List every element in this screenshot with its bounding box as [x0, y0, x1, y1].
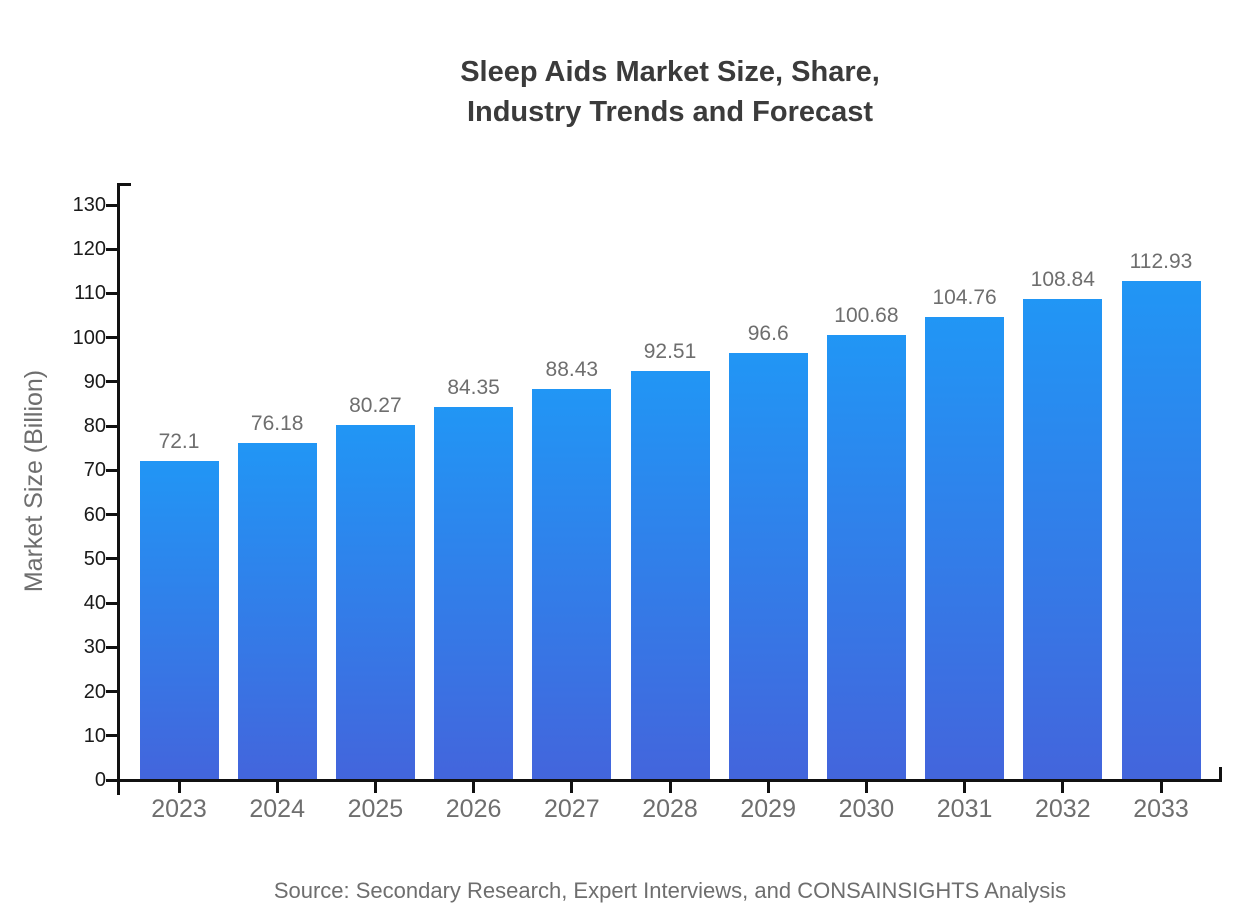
y-tick: [106, 513, 118, 517]
y-tick: [106, 468, 118, 472]
x-tick-label: 2025: [347, 795, 404, 823]
bar-value-label: 92.51: [643, 339, 697, 363]
bar-2028: [630, 370, 710, 780]
bar-value-label: 88.43: [545, 357, 599, 381]
x-tick-label: 2033: [1133, 795, 1189, 823]
bar-2032: [1023, 298, 1103, 780]
x-axis-end-cap: [1219, 766, 1222, 782]
x-tick: [177, 780, 181, 793]
x-tick: [472, 780, 476, 793]
x-tick: [570, 780, 574, 793]
y-axis-end-cap: [116, 183, 131, 186]
bar-2026: [434, 406, 514, 780]
y-tick-label: 110: [74, 282, 106, 305]
y-tick-label: 0: [94, 769, 106, 791]
y-tick: [106, 690, 118, 694]
bar-2024: [237, 443, 317, 780]
y-tick: [106, 734, 118, 738]
y-tick-label: 80: [83, 415, 106, 438]
bar-2025: [335, 424, 415, 780]
x-tick: [766, 780, 770, 793]
y-tick-label: 60: [83, 503, 106, 526]
x-tick: [668, 780, 672, 793]
y-tick-label: 10: [83, 724, 106, 747]
y-axis-title: Market Size (Billion): [20, 369, 48, 593]
y-tick: [106, 203, 118, 207]
y-tick-label: 50: [83, 547, 106, 570]
y-tick-label: 90: [83, 370, 106, 393]
x-tick: [373, 780, 377, 793]
bar-value-label: 84.35: [447, 375, 500, 399]
x-tick-label: 2028: [642, 795, 698, 823]
y-tick-label: 20: [83, 680, 106, 703]
bar-value-label: 96.6: [747, 321, 789, 345]
x-axis-line: [106, 778, 1222, 782]
y-tick-label: 100: [72, 326, 106, 349]
x-tick-label: 2023: [151, 795, 207, 823]
x-tick-label: 2024: [249, 795, 305, 823]
bar-2033: [1121, 280, 1201, 780]
y-tick-label: 120: [72, 238, 106, 261]
bar-2029: [728, 352, 808, 780]
y-tick: [106, 291, 118, 295]
y-tick: [106, 247, 118, 251]
x-tick: [1061, 780, 1065, 793]
y-tick: [106, 601, 118, 605]
y-tick-label: 30: [83, 636, 106, 659]
y-tick: [106, 557, 118, 561]
plot-area: 0 10 20 30 40 50 60 70 80 90 100 110 120 130 72.1 2023 7…: [73, 183, 1222, 822]
chart-title: Sleep Aids Market Size, Share, Industry …: [460, 56, 880, 129]
bar-value-label: 112.93: [1129, 249, 1193, 273]
y-axis-line: [116, 183, 120, 795]
bar-2027: [532, 388, 612, 780]
y-tick: [106, 336, 118, 340]
bar-2031: [925, 316, 1005, 780]
x-tick: [275, 780, 279, 793]
bar-2023: [139, 461, 219, 780]
bar-value-label: 76.18: [250, 412, 304, 436]
bar-value-label: 72.1: [158, 430, 200, 454]
x-tick-label: 2030: [838, 795, 895, 823]
source-note: Source: Secondary Research, Expert Inter…: [273, 878, 1067, 903]
y-tick-label: 130: [72, 194, 106, 216]
y-tick: [106, 380, 118, 384]
x-tick: [1159, 780, 1163, 793]
x-tick-label: 2029: [740, 795, 796, 823]
x-tick-label: 2027: [543, 795, 600, 823]
x-tick-label: 2026: [445, 795, 502, 823]
x-tick: [864, 780, 868, 793]
x-tick-label: 2031: [936, 795, 993, 823]
bar-value-label: 100.68: [834, 303, 899, 327]
bar-value-label: 104.76: [932, 285, 997, 309]
y-tick: [106, 424, 118, 428]
bar-2030: [826, 334, 906, 780]
y-tick-label: 40: [83, 592, 106, 615]
x-tick: [963, 780, 967, 793]
y-tick: [106, 645, 118, 649]
y-tick-label: 70: [83, 459, 106, 482]
bar-value-label: 108.84: [1030, 267, 1095, 291]
x-tick-label: 2032: [1034, 795, 1091, 823]
bar-value-label: 80.27: [349, 393, 402, 417]
